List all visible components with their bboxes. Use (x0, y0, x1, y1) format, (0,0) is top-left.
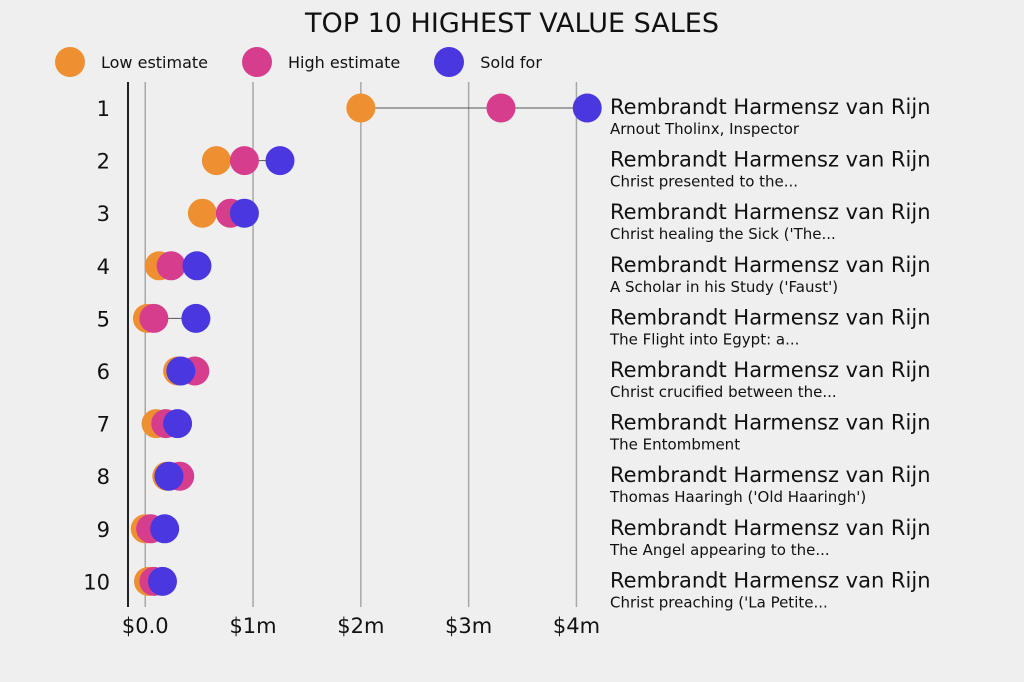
work-label: The Angel appearing to the... (609, 541, 830, 559)
x-tick-label: $1m (229, 614, 276, 638)
work-label: Christ presented to the... (610, 173, 798, 191)
high-estimate-dot (139, 303, 169, 333)
artist-label: Rembrandt Harmensz van Rijn (610, 516, 931, 540)
legend-label-sold: Sold for (480, 52, 542, 72)
artist-label: Rembrandt Harmensz van Rijn (610, 358, 931, 382)
artist-label: Rembrandt Harmensz van Rijn (610, 411, 931, 435)
legend-item-sold: Sold for (434, 47, 542, 77)
legend-label-low: Low estimate (101, 52, 208, 72)
legend-swatch-high (242, 47, 272, 77)
work-label: The Entombment (609, 436, 740, 454)
artist-label: Rembrandt Harmensz van Rijn (610, 463, 931, 487)
high-estimate-dot (156, 251, 186, 281)
x-tick-label: $0.0 (122, 614, 169, 638)
legend-item-high: High estimate (242, 47, 400, 77)
low-estimate-dot (187, 198, 217, 228)
rank-label: 3 (97, 202, 110, 226)
chart-title: TOP 10 HIGHEST VALUE SALES (305, 8, 719, 39)
rank-label: 5 (97, 307, 110, 331)
legend-swatch-sold (434, 47, 465, 77)
sold-for-dot (182, 251, 212, 281)
artist-label: Rembrandt Harmensz van Rijn (610, 305, 931, 329)
rank-label: 1 (97, 97, 110, 121)
x-tick-label: $4m (553, 614, 600, 638)
x-tick-label: $3m (445, 614, 492, 638)
high-estimate-dot (486, 93, 516, 123)
sold-for-dot (147, 566, 177, 596)
work-label: Christ crucified between the... (610, 383, 837, 401)
work-label: Christ healing the Sick ('The... (610, 225, 836, 243)
high-estimate-dot (229, 146, 259, 176)
sold-for-dot (181, 303, 211, 333)
work-label: The Flight into Egypt: a... (609, 330, 799, 348)
work-label: A Scholar in his Study ('Faust') (610, 278, 838, 296)
rank-label: 2 (97, 150, 110, 174)
legend: Low estimate High estimate Sold for (55, 47, 576, 77)
legend-item-low: Low estimate (55, 47, 208, 77)
rank-label: 4 (97, 255, 110, 279)
legend-swatch-low (55, 47, 85, 77)
low-estimate-dot (201, 146, 231, 176)
sold-for-dot (163, 409, 193, 439)
legend-label-high: High estimate (288, 52, 401, 72)
sold-for-dot (150, 514, 180, 544)
sold-for-dot (572, 93, 602, 123)
work-label: Arnout Tholinx, Inspector (610, 120, 800, 138)
sold-for-dot (154, 461, 184, 491)
rank-label: 9 (97, 518, 110, 542)
rank-label: 7 (97, 413, 110, 437)
artist-label: Rembrandt Harmensz van Rijn (610, 148, 931, 172)
rank-label: 6 (97, 360, 110, 384)
artist-label: Rembrandt Harmensz van Rijn (610, 568, 931, 592)
sold-for-dot (229, 198, 259, 228)
artist-label: Rembrandt Harmensz van Rijn (610, 253, 931, 277)
low-estimate-dot (346, 93, 376, 123)
x-tick-label: $2m (337, 614, 384, 638)
rank-label: 8 (97, 465, 110, 489)
work-label: Thomas Haaringh ('Old Haaringh') (609, 488, 866, 506)
work-label: Christ preaching ('La Petite... (610, 593, 828, 611)
artist-label: Rembrandt Harmensz van Rijn (610, 200, 931, 224)
artist-label: Rembrandt Harmensz van Rijn (610, 95, 931, 119)
rank-label: 10 (83, 570, 110, 594)
sold-for-dot (265, 146, 295, 176)
sold-for-dot (166, 356, 196, 386)
